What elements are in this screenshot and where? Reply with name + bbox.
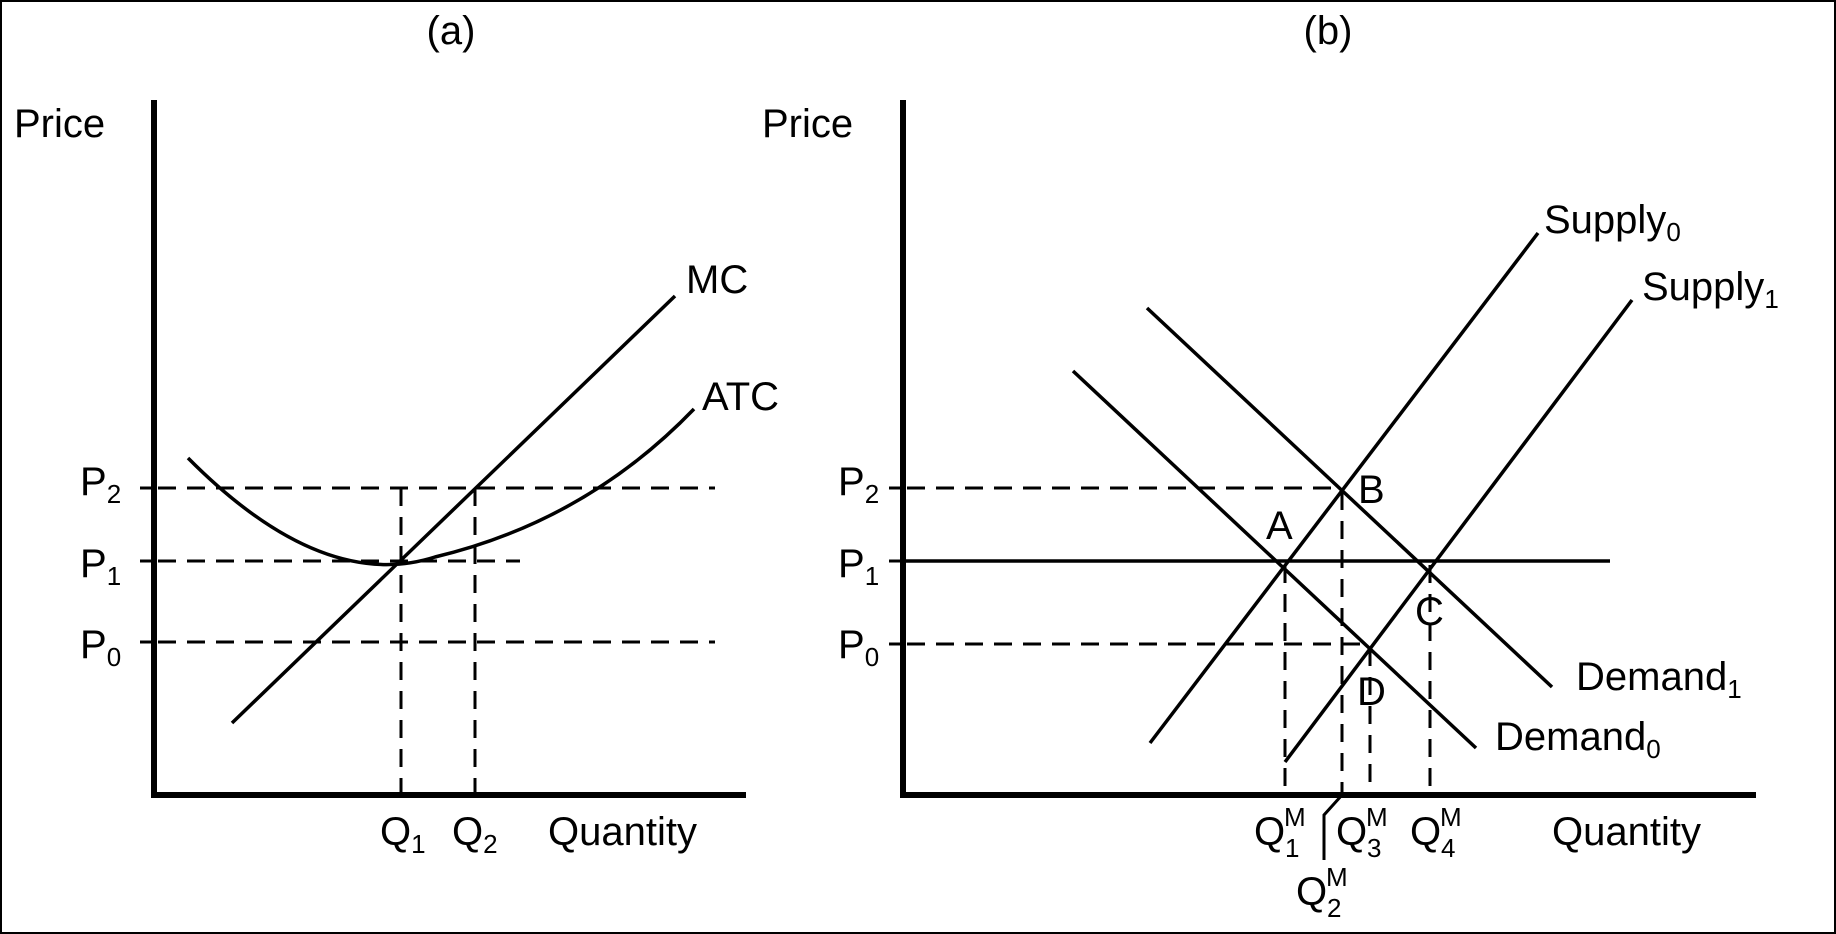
panel-a-q2-label: Q2 [452,810,498,859]
panel-a-q1-label: Q1 [380,810,426,859]
panel-b-demand1-label: Demand1 [1576,655,1742,704]
panel-b-q2-label: Q M 2 [1296,862,1348,923]
panel-b-demand1-curve [1145,306,1554,689]
panel-b-supply1-curve [1283,298,1634,764]
panel-a-x-axis-label: Quantity [548,810,697,854]
svg-text:2: 2 [1327,893,1341,923]
panel-b-point-b: B [1358,468,1385,512]
panel-b-x-axis-label: Quantity [1552,810,1701,854]
svg-text:1: 1 [1285,833,1299,863]
svg-text:Q: Q [1254,810,1285,854]
svg-text:Q: Q [1410,810,1441,854]
panel-a-p1-label: P1 [80,542,121,591]
panel-b-supply1-label: Supply1 [1642,265,1779,314]
panel-b-q3-label: Q M 3 [1336,802,1388,863]
svg-text:M: M [1366,802,1388,832]
panel-a-title: (a) [427,9,476,53]
svg-text:4: 4 [1441,833,1455,863]
svg-text:Q: Q [1336,810,1367,854]
panel-b-supply0-label: Supply0 [1544,198,1681,247]
panel-b-demand0-curve [1071,369,1478,750]
panel-b-y-axis-label: Price [762,102,853,146]
panel-b-p1-label: P1 [838,542,879,591]
panel-b-point-d: D [1357,670,1386,714]
panel-b-q2-leader [1322,793,1344,860]
panel-b-point-c: C [1415,590,1444,634]
svg-text:3: 3 [1367,833,1381,863]
panel-a-atc-label: ATC [702,375,779,419]
panel-b-point-a: A [1266,504,1293,548]
panel-a-mc-label: MC [686,258,748,302]
svg-text:M: M [1326,862,1348,892]
panel-a: (a) Price Quantity MC ATC P2 P1 P0 Q1 Q2 [14,9,779,859]
panel-a-mc-curve [230,294,677,725]
panel-b-q4-label: Q M 4 [1410,802,1462,863]
panel-b-p2-label: P2 [838,460,879,509]
panel-a-atc-curve [186,407,696,567]
panel-b-title: (b) [1304,9,1353,53]
panel-a-y-axis-label: Price [14,102,105,146]
panel-b: (b) Price Quantity Su [762,9,1779,923]
panel-a-p0-label: P0 [80,623,121,672]
svg-text:Q: Q [1296,870,1327,914]
svg-text:M: M [1440,802,1462,832]
panel-b-demand0-label: Demand0 [1495,715,1661,764]
panel-b-p0-label: P0 [838,623,879,672]
panel-a-p2-label: P2 [80,460,121,509]
svg-text:M: M [1284,802,1306,832]
panel-b-supply0-curve [1148,231,1540,745]
panel-b-q1-label: Q M 1 [1254,802,1306,863]
